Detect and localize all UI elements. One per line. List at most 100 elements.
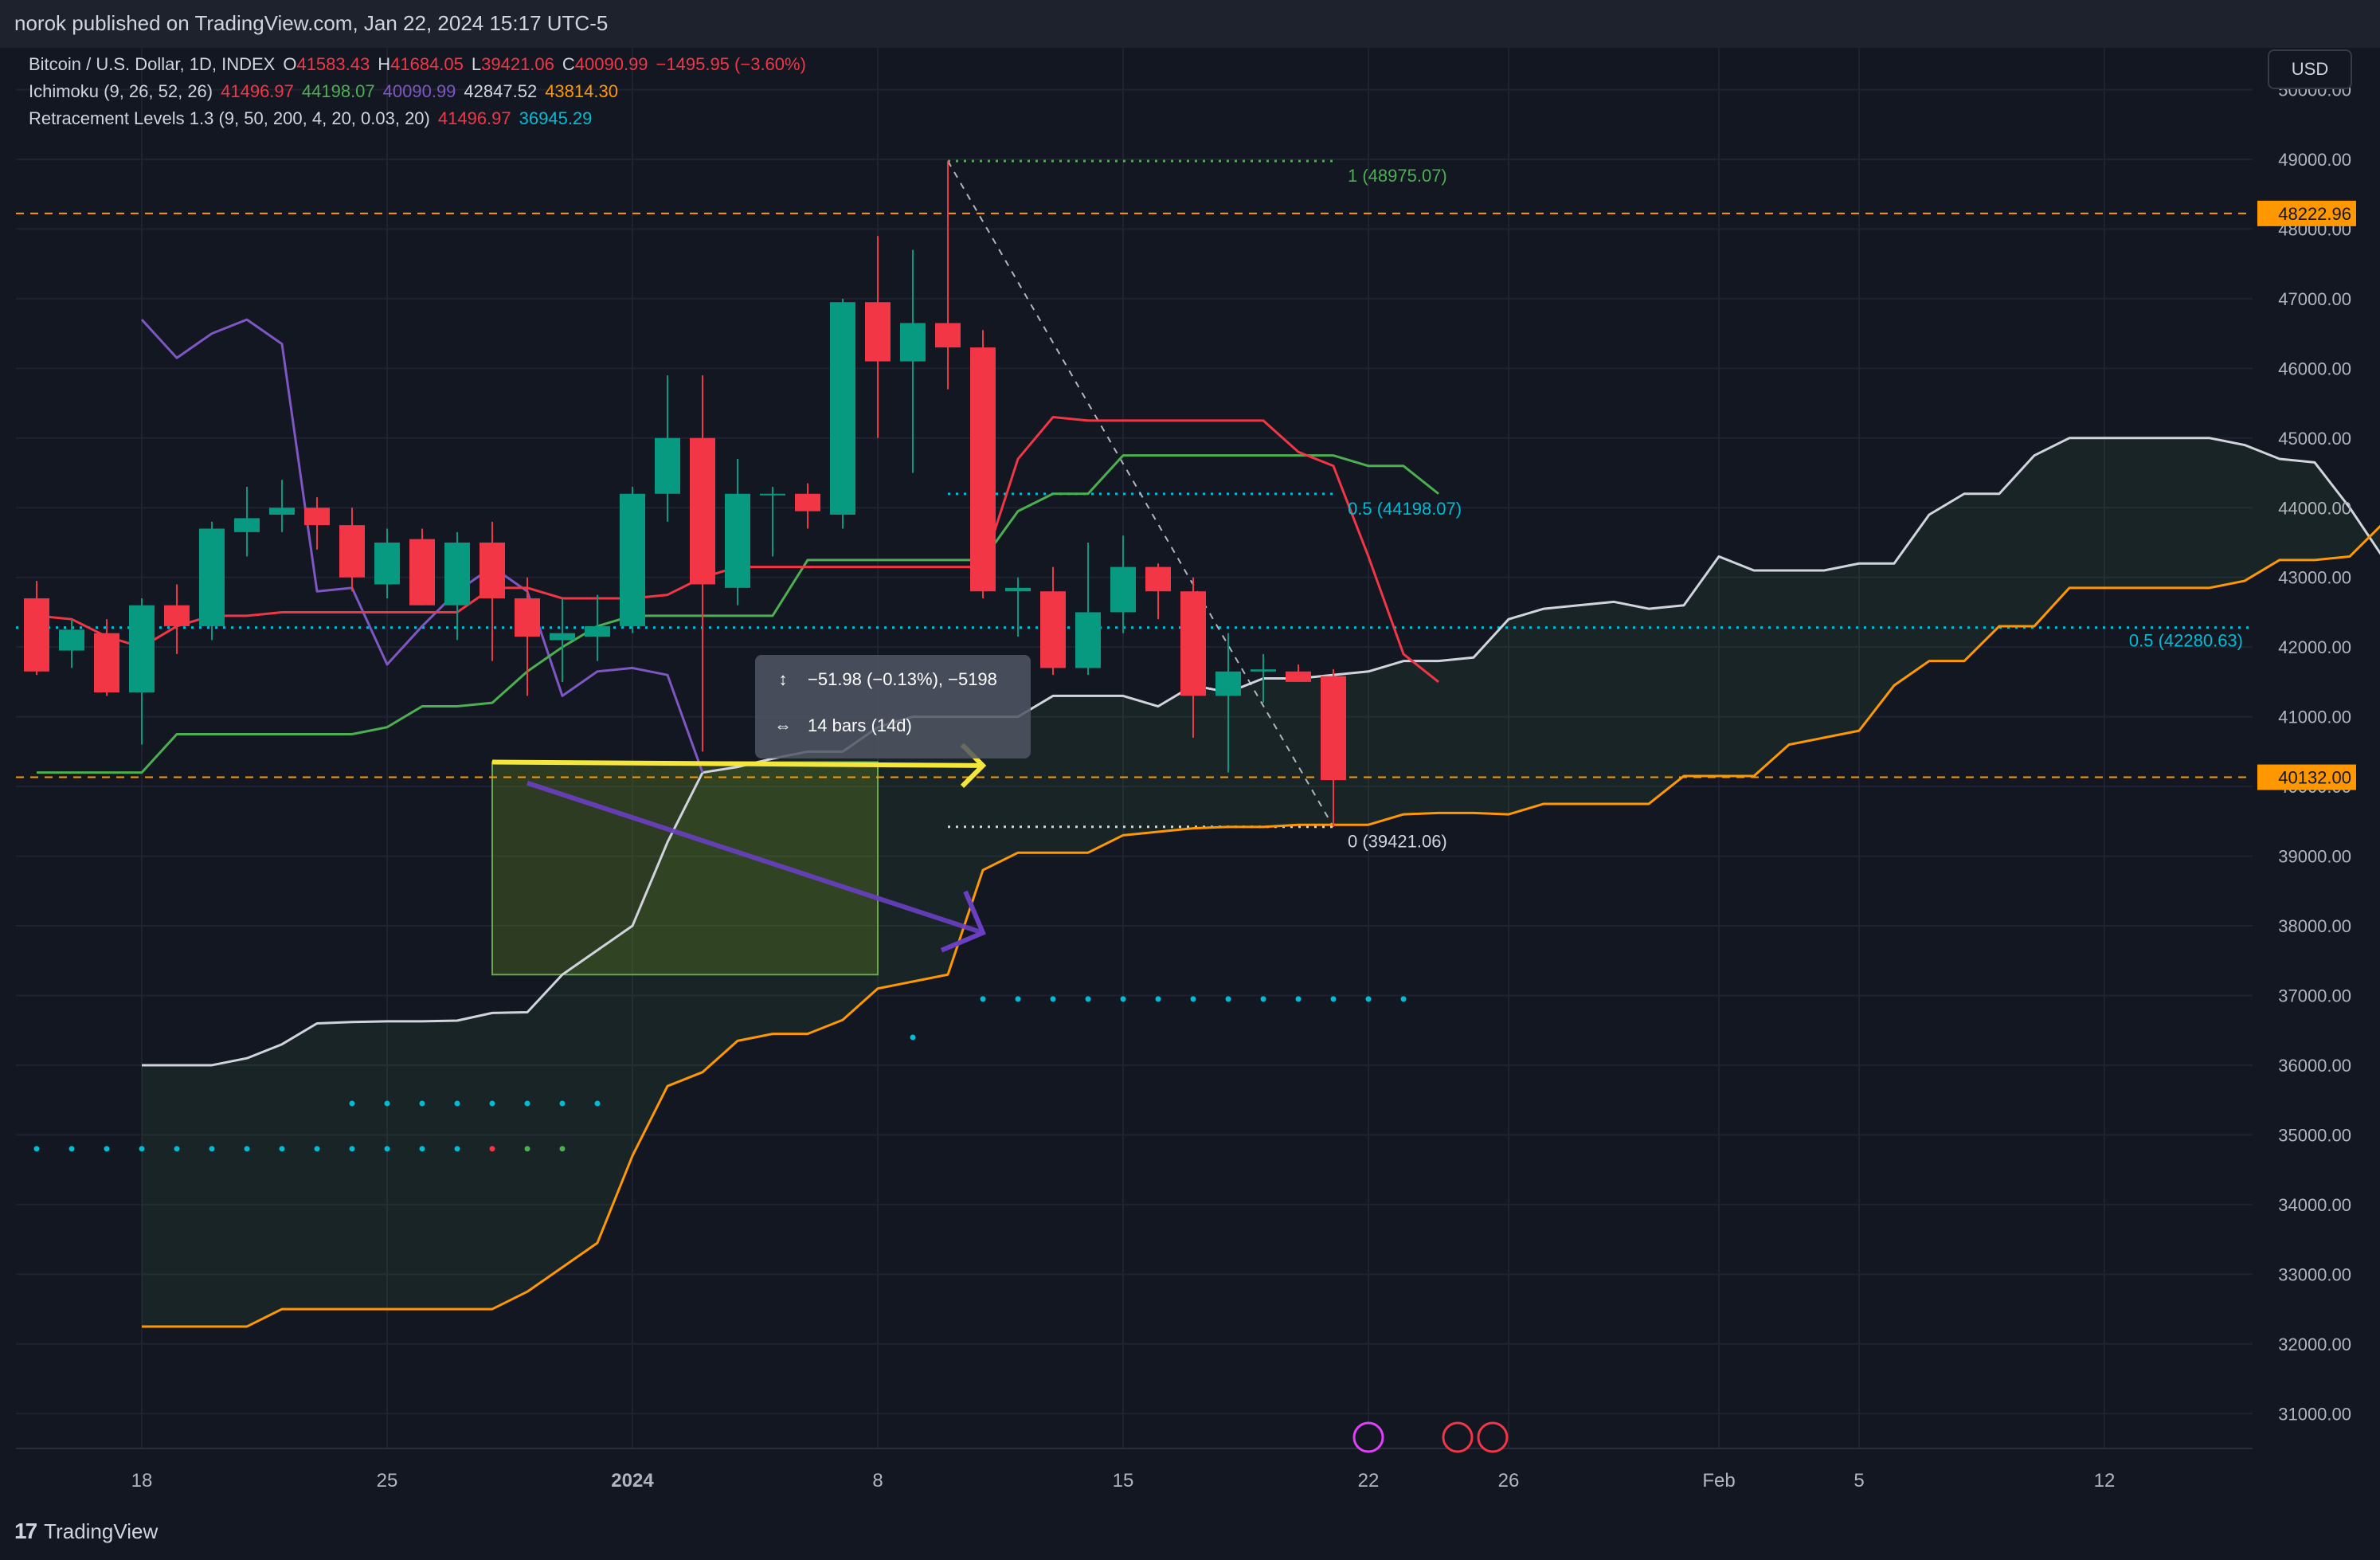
time-tick-label: 15 bbox=[1113, 1470, 1134, 1491]
price-tick-label: 36000.00 bbox=[2278, 1056, 2351, 1076]
cloud-segment bbox=[317, 1021, 352, 1310]
time-tick-label: 5 bbox=[1854, 1470, 1864, 1491]
retracement-dot bbox=[244, 1146, 250, 1152]
time-tick-label: 2024 bbox=[611, 1470, 654, 1491]
cloud-segment bbox=[1684, 556, 1719, 776]
cloud-segment bbox=[1368, 660, 1403, 825]
ichimoku-name[interactable]: Ichimoku (9, 26, 52, 26) bbox=[29, 81, 213, 101]
price-tick-label: 41000.00 bbox=[2278, 707, 2351, 727]
retracement-dot bbox=[1225, 996, 1231, 1002]
cloud-segment bbox=[1859, 563, 1894, 731]
cloud-segment bbox=[1894, 515, 1929, 686]
candle-body bbox=[339, 525, 365, 578]
candle-body bbox=[690, 437, 715, 585]
legend-ichimoku: Ichimoku (9, 26, 52, 26) 41496.97 44198.07… bbox=[29, 81, 626, 102]
cloud-segment bbox=[597, 926, 632, 1243]
close-value: 40090.99 bbox=[574, 54, 648, 74]
us-economic-event-icon bbox=[1477, 1421, 1509, 1453]
cloud-segment bbox=[1474, 619, 1509, 815]
retracement-dot bbox=[419, 1146, 425, 1152]
retracement-dot bbox=[419, 1100, 425, 1107]
retracement-dot bbox=[980, 996, 986, 1002]
retracement-dot bbox=[524, 1146, 530, 1152]
retracement-dot bbox=[524, 1100, 530, 1107]
cloud-segment bbox=[1544, 605, 1579, 804]
candle-body bbox=[1075, 612, 1101, 668]
retracement-dot bbox=[33, 1146, 40, 1152]
currency-button[interactable]: USD bbox=[2268, 49, 2352, 89]
cloud-segment bbox=[1403, 660, 1439, 815]
price-tick-label: 49000.00 bbox=[2278, 150, 2351, 170]
bar-range-icon: ⇔ bbox=[774, 715, 792, 735]
candle-body bbox=[59, 629, 84, 651]
tradingview-logo-icon: 17 bbox=[14, 1519, 37, 1543]
candle-body bbox=[374, 542, 400, 585]
candle-body bbox=[129, 605, 155, 693]
cloud-segment bbox=[1719, 556, 1754, 776]
candle-body bbox=[269, 508, 295, 515]
cloud-segment bbox=[247, 1044, 282, 1327]
retracement-name[interactable]: Retracement Levels 1.3 (9, 50, 200, 4, 2… bbox=[29, 108, 430, 128]
brand-logo[interactable]: 17 TradingView bbox=[14, 1519, 158, 1544]
candle-body bbox=[620, 493, 645, 626]
retracement-dot bbox=[1295, 996, 1302, 1002]
kijun-line bbox=[37, 454, 1439, 774]
symbol-name[interactable]: Bitcoin / U.S. Dollar, 1D, INDEX bbox=[29, 54, 276, 74]
price-tick-label: 33000.00 bbox=[2278, 1264, 2351, 1284]
cloud-segment bbox=[422, 1020, 457, 1310]
cloud-segment bbox=[1999, 455, 2034, 626]
cloud-segment bbox=[2210, 437, 2245, 588]
price-tick-label: 44000.00 bbox=[2278, 498, 2351, 518]
cloud-segment bbox=[2069, 437, 2104, 588]
price-axis[interactable]: 50000.0049000.0048000.0047000.0046000.00… bbox=[2257, 80, 2356, 1424]
cloud-segment bbox=[2280, 459, 2315, 560]
purple-arrow-head bbox=[940, 890, 986, 953]
cloud-segment bbox=[1964, 493, 1999, 661]
price-tick-label: 47000.00 bbox=[2278, 289, 2351, 309]
retracement-dot bbox=[314, 1146, 320, 1152]
cloud-segment bbox=[1263, 678, 1298, 827]
candle-body bbox=[234, 518, 260, 532]
yellow-arrow-shaft bbox=[491, 759, 984, 768]
price-range-icon: ↕ bbox=[778, 669, 788, 689]
retracement-dot bbox=[1015, 996, 1021, 1002]
open-label: O bbox=[283, 54, 297, 74]
retracement-dot bbox=[174, 1146, 180, 1152]
measure-tooltip: ↕ −51.98 (−0.13%), −5198 ⇔ 14 bars (14d) bbox=[755, 655, 1031, 758]
brand-name: TradingView bbox=[44, 1519, 159, 1543]
cloud-segment bbox=[1053, 696, 1088, 853]
cloud-segment bbox=[913, 716, 948, 982]
cloud-segment bbox=[948, 716, 983, 975]
price-tick-label: 37000.00 bbox=[2278, 986, 2351, 1005]
cloud-segment bbox=[527, 974, 562, 1292]
candle-body bbox=[795, 493, 820, 512]
cloud-segment bbox=[1228, 678, 1263, 827]
cloud-segment bbox=[1158, 685, 1193, 832]
ichimoku-span-b-value: 43814.30 bbox=[545, 81, 618, 101]
span-b-line bbox=[142, 524, 2380, 1328]
cloud-segment bbox=[2315, 462, 2350, 560]
price-tick-label: 31000.00 bbox=[2278, 1404, 2351, 1424]
candle-body bbox=[515, 598, 540, 637]
ichimoku-cloud bbox=[142, 437, 2380, 1327]
legend-symbol: Bitcoin / U.S. Dollar, 1D, INDEX O41583.4… bbox=[29, 54, 814, 75]
ichimoku-span-a-value: 42847.52 bbox=[464, 81, 538, 101]
price-marker-label: 40132.00 bbox=[2278, 768, 2351, 788]
fib-trend-line bbox=[947, 160, 1334, 828]
cloud-segment bbox=[667, 772, 703, 1087]
retracement-value-2: 36945.29 bbox=[519, 108, 593, 128]
price-tick-label: 43000.00 bbox=[2278, 568, 2351, 588]
price-tick-label: 45000.00 bbox=[2278, 429, 2351, 449]
retracement-dot bbox=[559, 1100, 566, 1107]
retracement-dot bbox=[349, 1100, 355, 1107]
candle-body bbox=[1040, 591, 1066, 668]
price-tick-label: 38000.00 bbox=[2278, 916, 2351, 936]
price-marker bbox=[2257, 200, 2356, 226]
cloud-segment bbox=[387, 1021, 422, 1310]
retracement-dot bbox=[594, 1100, 601, 1107]
time-axis[interactable]: 18 25 2024 8 15 22 26 Feb 5 12 bbox=[131, 1421, 2116, 1491]
candle-body bbox=[444, 542, 470, 606]
retracement-dot bbox=[1085, 996, 1091, 1002]
candle-body bbox=[725, 493, 750, 588]
